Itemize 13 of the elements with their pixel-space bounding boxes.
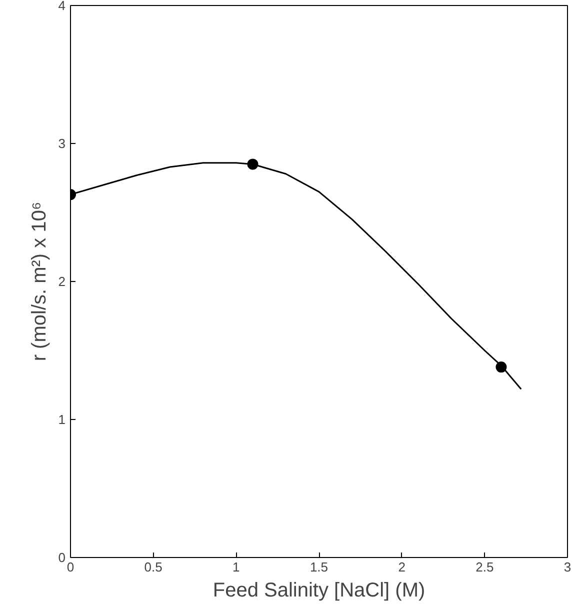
x-tick-label: 0.5 xyxy=(144,560,162,574)
y-tick-label: 2 xyxy=(58,274,66,289)
y-axis-title: r (mol/s. m²) x 10⁶ xyxy=(28,202,50,362)
y-tick-label: 0 xyxy=(58,550,66,565)
x-tick-label: 2 xyxy=(398,560,406,574)
x-tick-label: 1.5 xyxy=(310,560,328,574)
x-tick-label: 3 xyxy=(564,560,572,574)
x-tick-label: 1 xyxy=(232,560,240,574)
x-axis-title: Feed Salinity [NaCl] (M) xyxy=(212,580,426,602)
y-tick-label: 4 xyxy=(58,0,66,13)
y-tick-label: 1 xyxy=(58,412,66,427)
x-tick-label: 2.5 xyxy=(476,560,494,574)
y-tick-label: 3 xyxy=(58,136,66,151)
